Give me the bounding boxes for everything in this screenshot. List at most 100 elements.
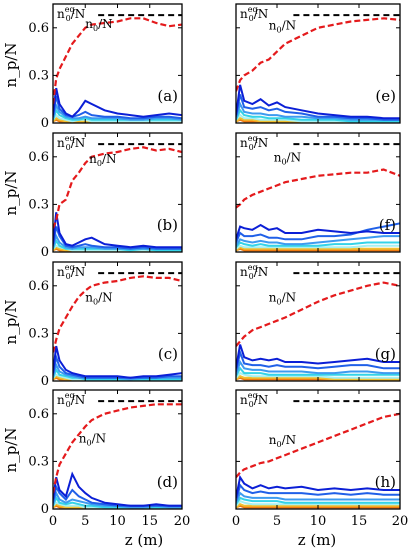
label-n0: n0/N bbox=[89, 152, 116, 168]
panel-f: neq 0/N n0/N (f) bbox=[235, 132, 401, 253]
series-mode-1 bbox=[236, 344, 400, 369]
label-n0-eq: neq 0/N bbox=[240, 263, 268, 281]
label-n0: n0/N bbox=[269, 433, 296, 449]
ylabel-row1: n_p/N bbox=[2, 43, 20, 88]
xlabel-left: z (m) bbox=[125, 531, 164, 549]
series-mode-2 bbox=[53, 95, 182, 120]
series-mode-6 bbox=[236, 375, 400, 381]
y-tick-label: 0.3 bbox=[28, 197, 49, 212]
series-mode-4 bbox=[236, 496, 400, 505]
series-mode-1 bbox=[53, 471, 182, 507]
panel-b: 0 0.3 0.6 neq 0/Nn0/N (b) bbox=[28, 132, 183, 260]
label-n0-eq: neq 0/N bbox=[57, 263, 85, 281]
series-n0 bbox=[53, 146, 182, 229]
series-mode-6 bbox=[236, 503, 400, 509]
label-n0: n0/N bbox=[269, 291, 296, 307]
series-mode-2 bbox=[53, 353, 182, 379]
panel-h: 0 5 10 15 20 neq 0/N n0/N (h) bbox=[232, 389, 409, 529]
label-n0-eq: neq 0/N bbox=[240, 134, 268, 152]
series-mode-7 bbox=[236, 247, 400, 252]
x-tick-label: 5 bbox=[273, 514, 281, 529]
panel-letter: (h) bbox=[375, 473, 396, 491]
series-n0 bbox=[236, 281, 400, 347]
series-n0 bbox=[236, 17, 400, 92]
x-tick-label: 10 bbox=[310, 514, 327, 529]
label-n0: n0/N bbox=[85, 291, 112, 307]
series-mode-7 bbox=[236, 504, 400, 509]
label-n0-eq: neq 0/N bbox=[57, 134, 85, 152]
series-mode-4 bbox=[236, 241, 400, 248]
series-mode-2 bbox=[53, 483, 182, 507]
label-n0-eq: neq 0/N bbox=[57, 5, 85, 23]
panel-d: 0 0.3 0.6 0 5 10 15 20 neq 0/N n0/N (d) bbox=[28, 389, 191, 529]
panel-letter: (b) bbox=[157, 216, 178, 234]
panel-letter: (a) bbox=[157, 87, 178, 105]
ylabel-row3: n_p/N bbox=[2, 300, 20, 345]
label-n0: n0/N bbox=[85, 17, 112, 33]
series-n0 bbox=[236, 412, 400, 479]
series-n0 bbox=[53, 275, 182, 353]
series-mode-5 bbox=[236, 499, 400, 507]
y-tick-label: 0.3 bbox=[28, 68, 49, 83]
y-tick-label: 0.6 bbox=[28, 407, 49, 422]
panel-letter: (e) bbox=[375, 87, 396, 105]
label-n0: n0/N bbox=[274, 151, 301, 167]
series-mode-1 bbox=[236, 84, 400, 120]
series-mode-5 bbox=[53, 113, 182, 123]
y-tick-label: 0 bbox=[41, 116, 49, 131]
series-mode-4 bbox=[53, 367, 182, 381]
ylabel-row2: n_p/N bbox=[2, 171, 20, 216]
panel-letter: (f) bbox=[379, 216, 396, 234]
xlabel-right: z (m) bbox=[298, 531, 337, 549]
panel-e: neq 0/Nn0/N (e) bbox=[235, 3, 401, 124]
series-mode-3 bbox=[236, 235, 400, 247]
x-tick-label: 0 bbox=[232, 514, 240, 529]
series-mode-5 bbox=[236, 371, 400, 379]
panel-a: 0 0.3 0.6 neq 0/Nn0/N (a) bbox=[28, 3, 183, 131]
series-mode-2 bbox=[236, 483, 400, 502]
series-mode-5 bbox=[236, 244, 400, 250]
series-mode-2 bbox=[53, 226, 182, 250]
x-tick-label: 10 bbox=[109, 514, 126, 529]
y-tick-label: 0.6 bbox=[28, 279, 49, 294]
x-tick-label: 20 bbox=[392, 514, 409, 529]
label-n0-eq: neq 0/N bbox=[57, 391, 85, 409]
x-tick-label: 0 bbox=[49, 514, 57, 529]
x-tick-label: 20 bbox=[174, 514, 191, 529]
panel-letter: (c) bbox=[158, 345, 178, 363]
y-tick-label: 0 bbox=[41, 245, 49, 260]
y-tick-label: 0.6 bbox=[28, 21, 49, 36]
panel-frame bbox=[52, 132, 183, 253]
y-tick-label: 0.3 bbox=[28, 326, 49, 341]
y-tick-label: 0.3 bbox=[28, 454, 49, 469]
x-tick-label: 15 bbox=[141, 514, 158, 529]
x-tick-label: 15 bbox=[351, 514, 368, 529]
panel-frame bbox=[52, 261, 183, 382]
series-mode-2 bbox=[236, 94, 400, 121]
y-tick-label: 0 bbox=[41, 374, 49, 389]
panel-c: 0 0.3 0.6 neq 0/Nn0/N (c) bbox=[28, 261, 183, 389]
series-mode-1 bbox=[236, 223, 400, 240]
series-mode-1 bbox=[236, 474, 400, 499]
series-mode-6 bbox=[236, 246, 400, 252]
ylabel-row4: n_p/N bbox=[2, 428, 20, 473]
panel-letter: (g) bbox=[375, 345, 396, 363]
y-tick-label: 0 bbox=[41, 502, 49, 517]
label-n0-eq: neq 0/N bbox=[240, 5, 268, 23]
series-mode-4 bbox=[53, 238, 182, 252]
series-mode-3 bbox=[236, 491, 400, 504]
series-mode-4 bbox=[53, 495, 182, 509]
y-tick-label: 0.6 bbox=[28, 150, 49, 165]
series-mode-3 bbox=[236, 101, 400, 121]
series-mode-1 bbox=[53, 87, 182, 118]
x-tick-label: 5 bbox=[81, 514, 89, 529]
panel-letter: (d) bbox=[157, 473, 178, 491]
label-n0-eq: neq 0/N bbox=[240, 391, 268, 409]
series-mode-4 bbox=[53, 108, 182, 121]
series-mode-3 bbox=[236, 359, 400, 376]
series-n0 bbox=[53, 17, 182, 105]
label-n0: n0/N bbox=[79, 431, 106, 447]
series-mode-1 bbox=[53, 212, 182, 249]
series-mode-2 bbox=[236, 348, 400, 372]
